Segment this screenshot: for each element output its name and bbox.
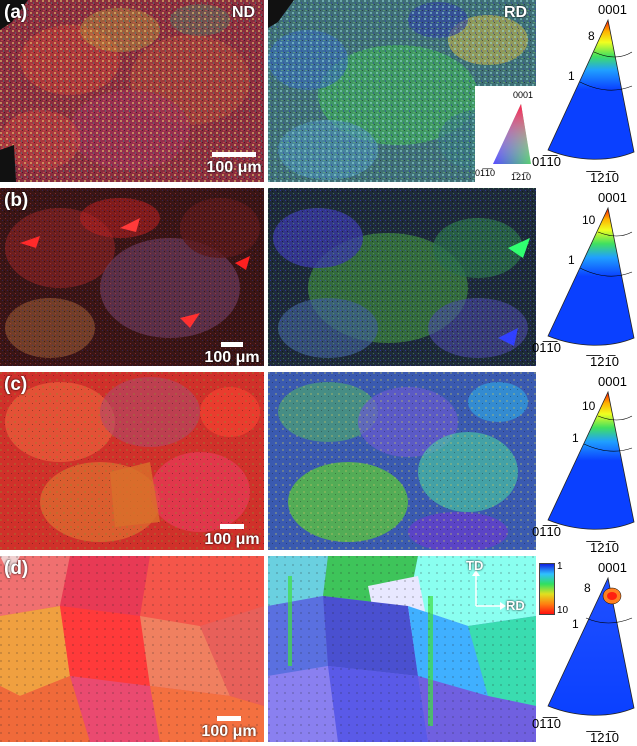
ipf-right-label: ̅1̅21̅0 (586, 354, 619, 369)
panel-label-c: (c) (4, 374, 28, 395)
direction-label-td: TD (466, 558, 484, 573)
ipf-top-label: 0001 (598, 374, 627, 389)
panel-d-rd-map: TD RD (268, 556, 536, 742)
ipf-level-low: 1 (568, 69, 575, 83)
key-right-label: 1̅21̅0 (511, 172, 531, 182)
panel-c-nd-map: (c) 100 μm (0, 372, 264, 550)
ipf-level-low: 1 (572, 431, 579, 445)
panel-c-rd-map (268, 372, 536, 550)
direction-label-nd: ND (232, 4, 256, 21)
scale-bar-c: 100 μm (204, 524, 260, 549)
ipf-level-high: 8 (584, 581, 591, 595)
ipf-left-label: 01̅1̅0 (532, 340, 561, 355)
ipf-left-label: 01̅1̅0 (532, 524, 561, 539)
key-left-label: 01̅1̅0 (475, 168, 495, 178)
ipf-left-label: 01̅1̅0 (532, 716, 561, 731)
scale-bar-a: 100 μm (206, 152, 262, 177)
key-top-label: 0001 (513, 90, 533, 100)
direction-label-rd: RD (504, 4, 528, 21)
panel-label-d: (d) (4, 558, 29, 579)
ipf-figure-c: 0001 10 1 01̅1̅0 ̅1̅21̅0 (532, 374, 635, 555)
panel-a-rd-map: RD (268, 0, 536, 182)
ipf-right-label: ̅1̅21̅0 (586, 170, 619, 185)
scale-bar-label: 100 μm (204, 349, 260, 366)
ipf-right-label: ̅1̅21̅0 (586, 730, 619, 745)
ipf-right-label: ̅1̅21̅0 (586, 540, 619, 555)
scale-bar-b: 100 μm (204, 342, 260, 366)
direction-label-rd-d: RD (506, 598, 525, 613)
ipf-figure-d: 0001 8 1 01̅1̅0 ̅1̅21̅0 (532, 560, 635, 745)
ipf-level-high: 10 (582, 399, 596, 413)
intensity-colorbar: 1 10 (539, 561, 579, 619)
panel-label-a: (a) (4, 2, 28, 23)
colorbar-min-label: 10 (557, 605, 569, 616)
panel-d-nd-map: (d) 100 μm (0, 556, 264, 742)
ipf-top-label: 0001 (598, 560, 627, 575)
ipf-top-label: 0001 (598, 2, 627, 17)
ipf-level-low: 1 (568, 253, 575, 267)
panel-b-rd-map (268, 188, 536, 366)
colorbar-max-label: 1 (557, 561, 563, 572)
panel-label-b: (b) (4, 190, 29, 211)
scale-bar-d: 100 μm (198, 716, 260, 741)
scale-bar-label: 100 μm (204, 531, 260, 548)
ipf-color-key: 0001 01̅1̅0 1̅21̅0 (475, 86, 537, 182)
ipf-level-high: 8 (588, 29, 595, 43)
ipf-figure-a: 0001 8 1 01̅1̅0 ̅1̅21̅0 (532, 2, 635, 185)
panel-a-nd-map: (a) ND 100 μm (0, 0, 264, 182)
scale-bar-label: 100 μm (201, 723, 257, 740)
scale-bar-label: 100 μm (206, 159, 262, 176)
ipf-top-label: 0001 (598, 190, 627, 205)
ipf-left-label: 01̅1̅0 (532, 154, 561, 169)
ipf-level-high: 10 (582, 213, 596, 227)
panel-b-nd-map: (b) 100 μm (0, 188, 264, 366)
ipf-figure-b: 0001 10 1 01̅1̅0 ̅1̅21̅0 (532, 190, 635, 369)
ipf-level-low: 1 (572, 617, 579, 631)
